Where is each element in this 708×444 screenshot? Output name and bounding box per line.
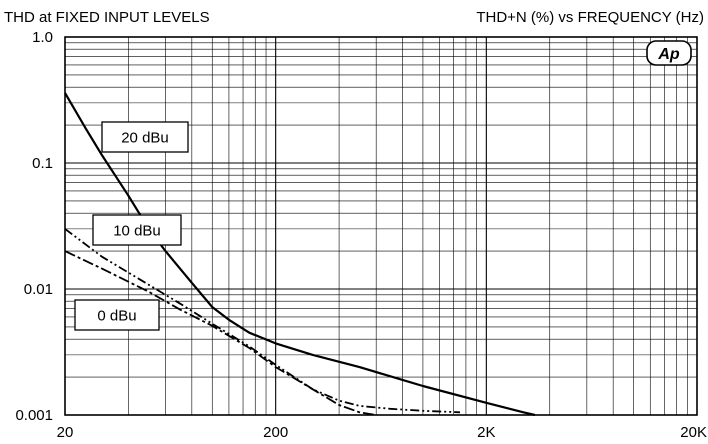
series-label-20-dbu: 20 dBu [121,130,169,147]
ap-logo-text: Ap [657,46,680,63]
x-tick-label: 20K [680,424,707,441]
grid-lines [65,37,697,415]
chart-title-right: THD+N (%) vs FREQUENCY (Hz) [476,9,704,26]
x-tick-label: 2K [477,424,495,441]
chart-title-left: THD at FIXED INPUT LEVELS [4,9,210,26]
series-line-20-dbu [64,92,536,417]
series-layer [64,92,536,417]
series-label-box-10-dbu [92,214,182,246]
series-label-box-0-dbu [74,299,160,331]
y-tick-label: 0.001 [15,407,53,424]
series-label-0-dbu: 0 dBu [97,308,136,325]
series-labels: 20 dBu 10 dBu 0 dBu [74,121,189,331]
y-tick-label: 0.1 [32,155,53,172]
series-line-0-dbu [64,250,377,416]
y-tick-label: 0.01 [24,281,53,298]
series-label-box-20-dbu [101,121,189,153]
axis-ticks: 20 200 2K 20K 1.0 0.1 0.01 0.001 [15,29,707,441]
plot-frame [64,36,698,416]
ap-logo: Ap [646,40,692,66]
x-tick-label: 200 [263,424,288,441]
y-tick-label: 1.0 [32,29,53,46]
ap-logo-badge [646,40,692,66]
x-tick-label: 20 [57,424,74,441]
series-line-10-dbu [64,228,461,414]
series-label-10-dbu: 10 dBu [113,223,161,240]
